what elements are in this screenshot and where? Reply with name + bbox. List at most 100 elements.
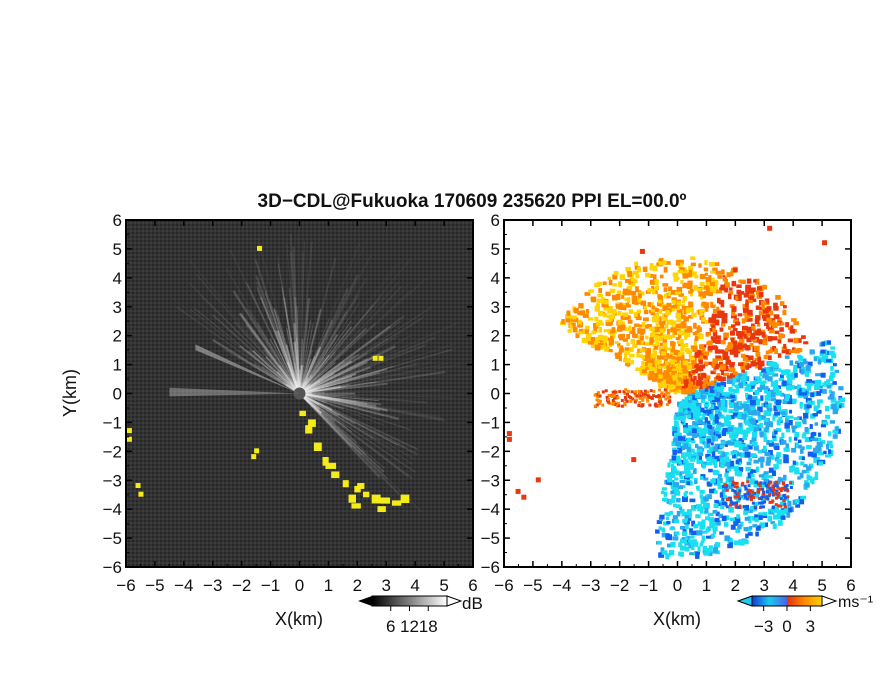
snr-ray bbox=[246, 308, 300, 394]
velocity-isolated-cell bbox=[506, 436, 512, 442]
snr-ray bbox=[299, 370, 446, 395]
velocity-negative-cell bbox=[820, 349, 826, 354]
velocity-negative-cell bbox=[681, 436, 685, 441]
velocity-negative-cell bbox=[776, 452, 781, 458]
velocity-negative-cell bbox=[674, 432, 679, 437]
velocity-positive-cell bbox=[569, 324, 573, 329]
velocity-negative-cell bbox=[758, 515, 763, 520]
snr-ray bbox=[299, 368, 387, 395]
velocity-negative-cell bbox=[717, 411, 722, 417]
velocity-positive-cell bbox=[677, 333, 682, 339]
velocity-negative-cell bbox=[783, 474, 787, 481]
velocity-positive-cell bbox=[653, 314, 658, 321]
velocity-negative-cell bbox=[684, 490, 689, 494]
snr-ray bbox=[299, 320, 352, 394]
velocity-positive-cell bbox=[744, 354, 749, 359]
velocity-positive-cell bbox=[664, 324, 669, 329]
velocity-negative-cell bbox=[659, 514, 665, 519]
snr-colorbar-unit: dB bbox=[462, 594, 483, 613]
velocity-isolated-cell bbox=[506, 431, 512, 437]
velocity-positive-cell bbox=[722, 276, 727, 282]
velocity-positive-cell bbox=[703, 290, 708, 296]
velocity-negative-cell bbox=[731, 436, 737, 440]
velocity-negative-cell bbox=[658, 517, 664, 521]
velocity-positive-cell bbox=[663, 266, 668, 273]
velocity-negative-cell bbox=[766, 487, 772, 493]
velocity-edge-cell bbox=[735, 485, 739, 489]
velocity-edge-cell bbox=[735, 481, 739, 485]
velocity-negative-cell bbox=[714, 455, 720, 462]
velocity-positive-cell bbox=[619, 321, 625, 326]
velocity-positive-cell bbox=[658, 365, 662, 371]
velocity-negative-cell bbox=[688, 392, 693, 397]
snr-ray bbox=[299, 393, 379, 401]
velocity-negative-cell bbox=[715, 520, 721, 526]
snr-yellow-patch bbox=[363, 491, 370, 498]
velocity-positive-cell bbox=[711, 288, 717, 294]
velocity-x-tick-label: −1 bbox=[639, 576, 658, 595]
velocity-negative-cell bbox=[710, 396, 715, 401]
velocity-negative-cell bbox=[787, 398, 793, 405]
velocity-negative-cell bbox=[715, 397, 719, 403]
velocity-positive-cell bbox=[653, 372, 659, 379]
velocity-negative-cell bbox=[804, 436, 810, 443]
velocity-negative-cell bbox=[723, 422, 730, 427]
velocity-negative-cell bbox=[726, 378, 732, 385]
velocity-positive-cell bbox=[715, 335, 721, 340]
velocity-positive-cell bbox=[755, 315, 761, 321]
velocity-positive-cell bbox=[633, 323, 640, 327]
velocity-y-tick-label: 1 bbox=[491, 356, 500, 375]
velocity-positive-cell bbox=[633, 279, 638, 284]
velocity-negative-cell bbox=[792, 369, 798, 375]
velocity-negative-cell bbox=[735, 459, 740, 465]
velocity-positive-cell bbox=[620, 315, 625, 321]
velocity-negative-cell bbox=[691, 530, 697, 536]
velocity-negative-cell bbox=[752, 524, 758, 528]
velocity-negative-cell bbox=[787, 415, 794, 419]
velocity-positive-cell bbox=[684, 383, 690, 388]
velocity-west-plume-cell bbox=[611, 402, 615, 406]
velocity-negative-cell bbox=[703, 477, 709, 481]
velocity-positive-cell bbox=[712, 346, 719, 350]
velocity-negative-cell bbox=[724, 535, 730, 542]
velocity-positive-cell bbox=[629, 347, 634, 353]
velocity-negative-cell bbox=[696, 485, 700, 491]
velocity-negative-cell bbox=[706, 461, 713, 466]
velocity-negative-cell bbox=[699, 417, 703, 423]
velocity-positive-cell bbox=[688, 381, 694, 388]
velocity-positive-cell bbox=[698, 291, 704, 297]
velocity-negative-cell bbox=[798, 356, 804, 361]
velocity-positive-cell bbox=[688, 265, 693, 272]
snr-yellow-patch bbox=[138, 491, 144, 497]
velocity-negative-cell bbox=[729, 402, 734, 409]
snr-ray bbox=[298, 392, 388, 479]
velocity-negative-cell bbox=[689, 491, 693, 495]
velocity-negative-cell bbox=[824, 380, 831, 385]
velocity-positive-cell bbox=[693, 341, 697, 346]
snr-y-tick-label: 4 bbox=[113, 269, 122, 288]
velocity-negative-cell bbox=[805, 369, 812, 373]
velocity-negative-cell bbox=[750, 469, 754, 476]
velocity-positive-cell bbox=[690, 308, 694, 313]
velocity-positive-cell bbox=[763, 354, 768, 360]
velocity-negative-cell bbox=[815, 456, 821, 462]
velocity-negative-cell bbox=[740, 495, 745, 499]
velocity-positive-cell bbox=[599, 322, 604, 326]
velocity-positive-cell bbox=[699, 273, 706, 280]
snr-ray bbox=[299, 392, 416, 473]
velocity-negative-cell bbox=[767, 421, 773, 428]
velocity-negative-cell bbox=[738, 467, 743, 473]
velocity-west-plume-cell bbox=[665, 403, 669, 407]
velocity-negative-cell bbox=[807, 361, 813, 367]
velocity-edge-cell bbox=[789, 486, 793, 490]
velocity-positive-cell bbox=[680, 380, 685, 384]
velocity-edge-cell bbox=[733, 489, 737, 493]
velocity-edge-cell bbox=[763, 481, 767, 485]
velocity-positive-cell bbox=[601, 297, 606, 304]
velocity-positive-cell bbox=[698, 358, 703, 364]
snr-ray bbox=[299, 375, 353, 395]
velocity-positive-cell bbox=[629, 277, 636, 282]
snr-colorbar-left-arrow bbox=[358, 596, 372, 606]
velocity-negative-cell bbox=[732, 412, 739, 417]
velocity-positive-cell bbox=[675, 363, 682, 369]
